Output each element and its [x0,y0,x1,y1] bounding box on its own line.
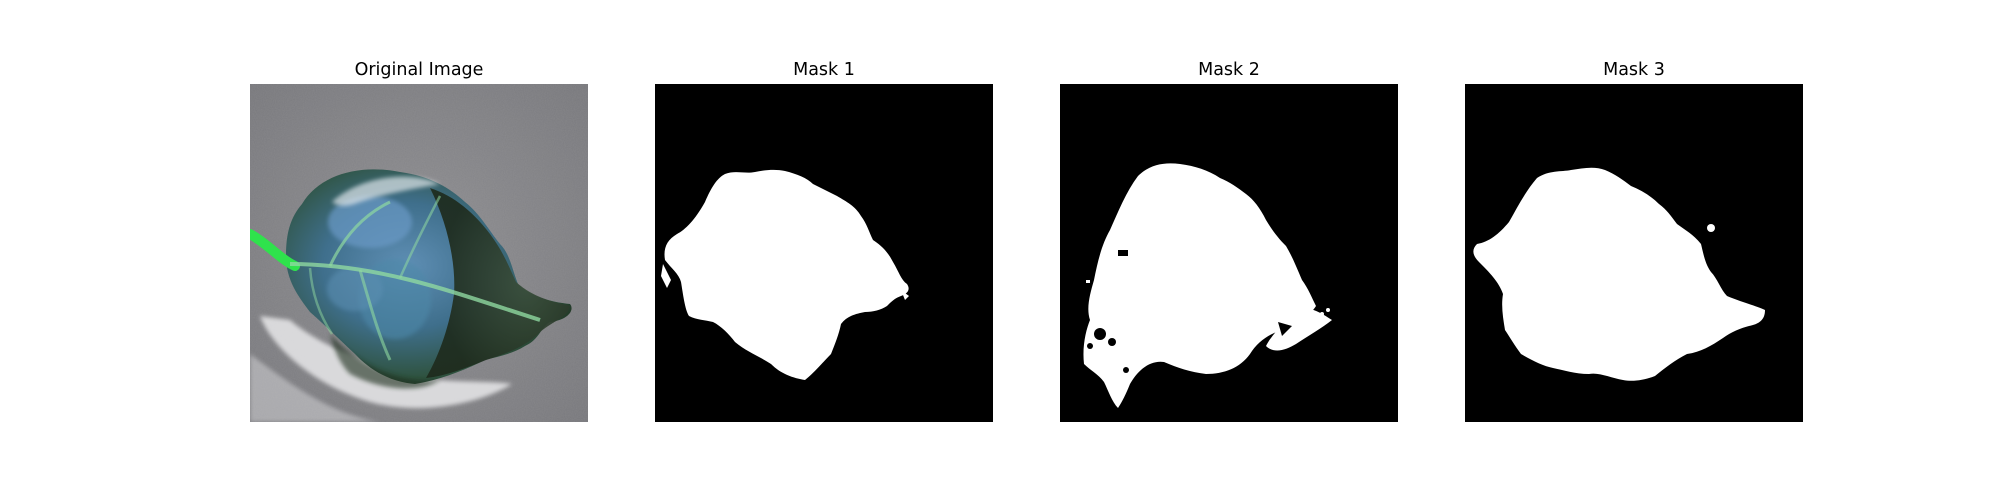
panel-title: Mask 2 [1198,60,1260,80]
panel-mask-3: Mask 3 [1465,0,1803,500]
mask-2-image [1060,84,1398,422]
panel-original-image: Original Image [250,0,588,500]
original-leaf-image [250,84,588,422]
mask-3-image [1465,84,1803,422]
panel-mask-1: Mask 1 [655,0,993,500]
panel-title: Mask 3 [1603,60,1665,80]
panel-mask-2: Mask 2 [1060,0,1398,500]
mask-1-image [655,84,993,422]
panel-title: Original Image [354,60,484,80]
panel-title: Mask 1 [793,60,855,80]
